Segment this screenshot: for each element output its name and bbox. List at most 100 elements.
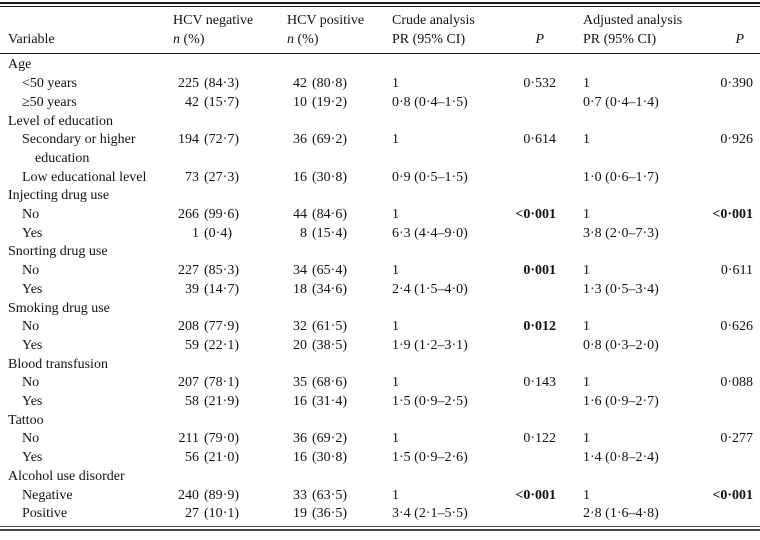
- hcv-positive-cell: 42 (80·8): [279, 75, 384, 94]
- count-value: 36: [293, 132, 307, 148]
- table-row: Yes 56 (21·0) 16 (30·8) 1·5 (0·9–2·6) 1·4 (0·8…: [0, 449, 760, 468]
- hcv-negative-cell: 227 (85·3): [165, 262, 279, 281]
- adjusted-pr-cell: 0·7 (0·4–1·4): [583, 94, 659, 110]
- hcv-negative-cell: 59 (22·1): [165, 337, 279, 356]
- col-header-hcv-positive: HCV positive n (%): [279, 7, 384, 55]
- percent-value: (84·3): [204, 76, 239, 92]
- crude-pr-cell: 2·4 (1·5–4·0): [392, 281, 468, 297]
- count-value: 227: [178, 263, 199, 279]
- crude-pr-cell: 1: [392, 76, 399, 92]
- adjusted-pr-cell: 1·4 (0·8–2·4): [583, 450, 659, 466]
- percent-value: (84·6): [312, 207, 347, 223]
- col-header-label: Crude analysis: [392, 13, 475, 28]
- crude-pr-cell: 1: [392, 207, 399, 223]
- percent-value: (22·1): [204, 337, 239, 353]
- table-row: Yes 58 (21·9) 16 (31·4) 1·5 (0·9–2·5) 1·6 (0·9…: [0, 393, 760, 412]
- table-row: No 207 (78·1) 35 (68·6) 1 0·143 1 0·088: [0, 374, 760, 393]
- table-group-row: Age: [0, 54, 760, 75]
- col-header-variable: Variable: [0, 7, 165, 55]
- col-header-sublabel: (%): [294, 31, 319, 47]
- percent-value: (34·6): [312, 281, 347, 297]
- crude-pr-cell: 1: [392, 263, 399, 279]
- variable-label: No: [22, 263, 40, 279]
- crude-pr-cell: 1: [392, 132, 399, 148]
- crude-pr-cell: 1: [392, 487, 399, 503]
- adjusted-p-value: [705, 393, 760, 412]
- hcv-positive-cell: 32 (61·5): [279, 318, 384, 337]
- table-row: No 266 (99·6) 44 (84·6) 1 <0·001 1 <0·001: [0, 206, 760, 225]
- adjusted-p-value: 0·088: [720, 375, 753, 391]
- percent-value: (72·7): [204, 132, 239, 148]
- hcv-positive-cell: 20 (38·5): [279, 337, 384, 356]
- percent-value: (78·1): [204, 375, 239, 391]
- variable-label: Negative: [22, 487, 73, 503]
- hcv-negative-cell: 266 (99·6): [165, 206, 279, 225]
- table-group-row: Tattoo: [0, 412, 760, 431]
- variable-label: Secondary or higher education: [22, 132, 136, 166]
- table-group-row: Blood transfusion: [0, 356, 760, 375]
- adjusted-p-value: <0·001: [712, 207, 753, 223]
- crude-p-value: [514, 505, 560, 524]
- p-symbol: P: [735, 31, 744, 47]
- variable-label: Positive: [22, 506, 68, 522]
- crude-p-value: [514, 449, 560, 468]
- percent-value: (21·9): [204, 394, 239, 410]
- hcv-positive-cell: 16 (30·8): [279, 169, 384, 188]
- variable-label: Yes: [22, 225, 43, 241]
- percent-value: (38·5): [312, 337, 347, 353]
- adjusted-pr-cell: 1: [583, 207, 590, 223]
- adjusted-pr-cell: 1: [583, 263, 590, 279]
- n-symbol: n: [287, 31, 294, 47]
- count-value: 1: [192, 225, 199, 241]
- col-header-adjusted-analysis: Adjusted analysis PR (95% CI): [560, 7, 705, 55]
- count-value: 32: [293, 319, 307, 335]
- percent-value: (27·3): [204, 169, 239, 185]
- percent-value: (61·5): [312, 319, 347, 335]
- hcv-positive-cell: 16 (30·8): [279, 449, 384, 468]
- table-row: Low educational level 73 (27·3) 16 (30·8) 0·9…: [0, 169, 760, 188]
- hcv-negative-cell: 42 (15·7): [165, 94, 279, 113]
- col-header-sublabel: PR (95% CI): [392, 31, 466, 47]
- adjusted-pr-cell: 3·8 (2·0–7·3): [583, 225, 659, 241]
- table-row: <50 years 225 (84·3) 42 (80·8) 1 0·532 1 0·390: [0, 75, 760, 94]
- count-value: 42: [293, 76, 307, 92]
- variable-label: No: [22, 319, 40, 335]
- count-value: 207: [178, 375, 199, 391]
- count-value: 240: [178, 487, 199, 503]
- adjusted-pr-cell: 1: [583, 487, 590, 503]
- adjusted-pr-cell: 2·8 (1·6–4·8): [583, 506, 659, 522]
- adjusted-p-value: [705, 505, 760, 524]
- hcv-negative-cell: 194 (72·7): [165, 131, 279, 168]
- hcv-positive-cell: 33 (63·5): [279, 487, 384, 506]
- adjusted-p-value: [705, 337, 760, 356]
- hcv-negative-cell: 225 (84·3): [165, 75, 279, 94]
- adjusted-p-value: 0·626: [720, 319, 753, 335]
- adjusted-p-value: 0·926: [720, 132, 753, 148]
- crude-p-value: 0·122: [523, 431, 556, 447]
- hcv-positive-cell: 16 (31·4): [279, 393, 384, 412]
- percent-value: (69·2): [312, 132, 347, 148]
- group-label: Age: [8, 57, 32, 73]
- crude-p-value: 0·012: [523, 319, 556, 335]
- crude-pr-cell: 0·8 (0·4–1·5): [392, 94, 468, 110]
- count-value: 34: [293, 263, 307, 279]
- table-row: No 211 (79·0) 36 (69·2) 1 0·122 1 0·277: [0, 430, 760, 449]
- adjusted-p-value: 0·277: [720, 431, 753, 447]
- n-symbol: n: [173, 31, 180, 47]
- percent-value: (65·4): [312, 263, 347, 279]
- count-value: 16: [293, 169, 307, 185]
- adjusted-pr-cell: 1: [583, 431, 590, 447]
- crude-pr-cell: 1: [392, 319, 399, 335]
- hcv-positive-cell: 10 (19·2): [279, 94, 384, 113]
- crude-p-value: 0·143: [523, 375, 556, 391]
- count-value: 42: [185, 94, 199, 110]
- table-group-row: Level of education: [0, 113, 760, 132]
- percent-value: (63·5): [312, 487, 347, 503]
- count-value: 44: [293, 207, 307, 223]
- adjusted-pr-cell: 1·6 (0·9–2·7): [583, 394, 659, 410]
- table-row: Secondary or higher education 194 (72·7) 36…: [0, 131, 760, 168]
- hcv-negative-cell: 56 (21·0): [165, 449, 279, 468]
- group-label: Smoking drug use: [8, 300, 110, 316]
- col-header-hcv-negative: HCV negative n (%): [165, 7, 279, 55]
- percent-value: (10·1): [204, 506, 239, 522]
